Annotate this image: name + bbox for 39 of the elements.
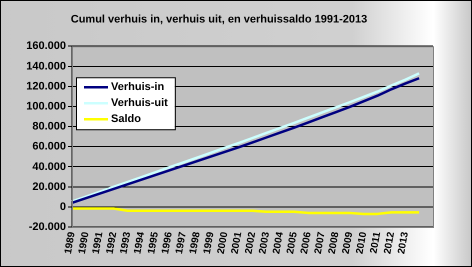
- x-tick-label: 1991: [90, 230, 106, 255]
- x-tick-label: 1998: [188, 230, 203, 255]
- legend-label: Verhuis-uit: [111, 97, 168, 110]
- x-tick-label: 2002: [243, 230, 258, 255]
- y-tick-label: 20.000: [32, 180, 66, 193]
- x-tick-label: 2013: [396, 230, 411, 255]
- x-tick-label: 2008: [326, 230, 342, 255]
- x-tick-label: 1990: [76, 230, 92, 255]
- x-tick-label: 2005: [285, 230, 300, 255]
- x-tick-label: 1993: [118, 230, 134, 255]
- legend-label: Saldo: [111, 113, 142, 126]
- x-tick-label: 2011: [368, 230, 384, 254]
- x-tick-label: 1994: [132, 230, 148, 255]
- x-tick-label: 2001: [230, 230, 244, 255]
- legend-label: Verhuis-in: [111, 81, 164, 94]
- y-tick-label: 160.000: [26, 40, 66, 52]
- x-tick-label: 2004: [271, 230, 286, 255]
- x-tick-label: 1996: [160, 230, 175, 255]
- x-tick-label: 2012: [382, 230, 398, 255]
- x-tick-label: 1997: [174, 230, 189, 255]
- x-tick-label: 1995: [146, 230, 162, 255]
- chart-title: Cumul verhuis in, verhuis uit, en verhuissaldo 1991-2013: [70, 14, 368, 26]
- y-tick-label: 80.000: [32, 120, 66, 133]
- x-tick-label: 2000: [216, 230, 230, 255]
- y-tick-label: 100.000: [26, 100, 66, 112]
- x-tick-label: 1999: [202, 230, 217, 255]
- y-tick-label: 120.000: [26, 80, 66, 92]
- y-tick-label: 140.000: [26, 60, 66, 72]
- x-tick-label: 1992: [104, 230, 120, 255]
- x-tick-label: 2009: [340, 230, 356, 255]
- y-tick-label: -20.000: [28, 221, 66, 234]
- x-tick-label: 1989: [62, 230, 78, 255]
- y-tick-label: 60.000: [32, 140, 66, 153]
- y-tick-label: 0: [60, 200, 66, 213]
- x-tick-label: 2006: [299, 230, 314, 255]
- x-tick-label: 2010: [354, 230, 370, 255]
- x-tick-label: 2007: [312, 230, 328, 255]
- y-tick-label: 40.000: [32, 160, 66, 173]
- x-tick-label: 2003: [257, 230, 272, 255]
